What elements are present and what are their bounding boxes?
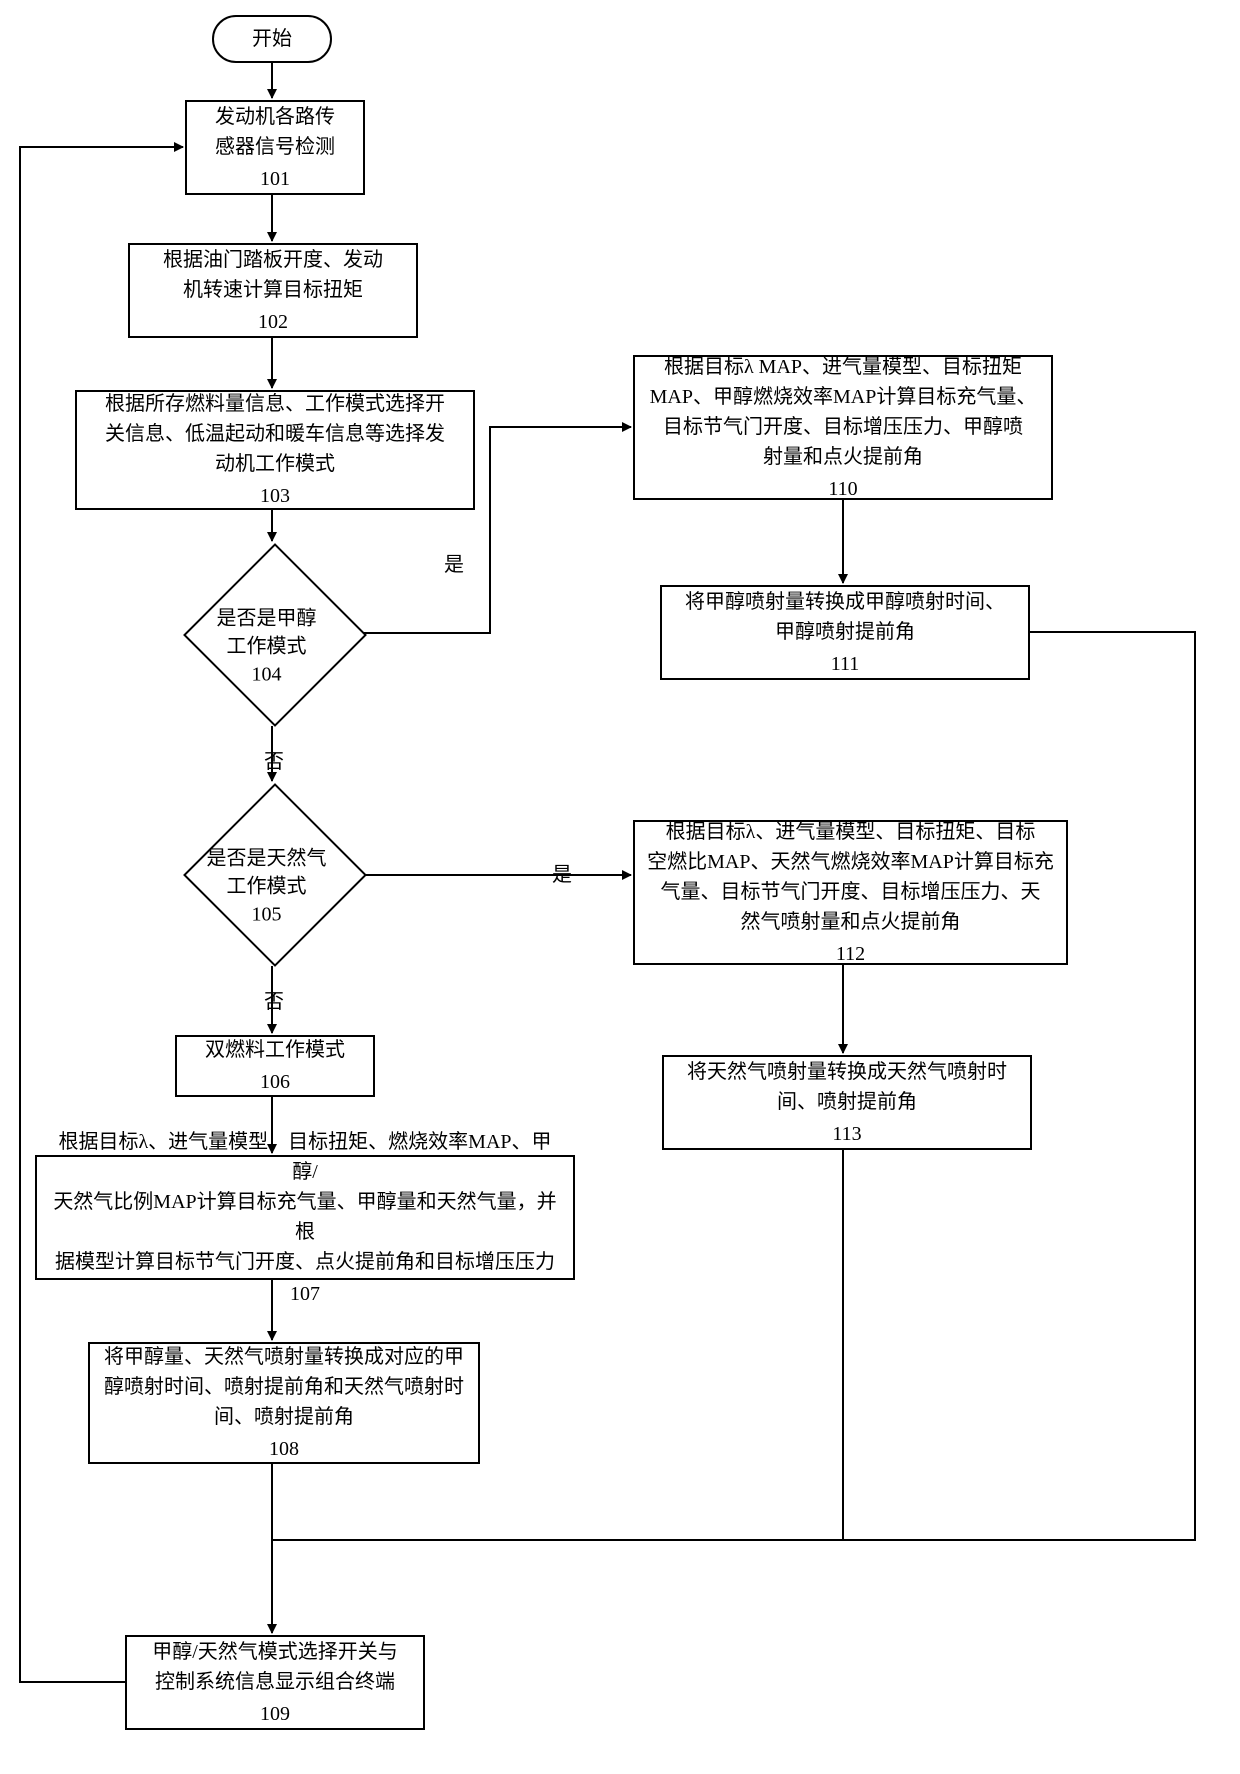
node-110: 根据目标λ MAP、进气量模型、目标扭矩 MAP、甲醇燃烧效率MAP计算目标充气… xyxy=(633,355,1053,500)
node-104-label: 是否是甲醇 工作模式 xyxy=(217,607,317,657)
node-105-label: 是否是天然气 工作模式 xyxy=(207,847,327,897)
node-112: 根据目标λ、进气量模型、目标扭矩、目标 空燃比MAP、天然气燃烧效率MAP计算目… xyxy=(633,820,1068,965)
node-107-id: 107 xyxy=(290,1279,320,1309)
node-109-id: 109 xyxy=(260,1699,290,1729)
edge-104-yes: 是 xyxy=(440,548,468,577)
node-106-label: 双燃料工作模式 xyxy=(205,1035,345,1065)
node-108-id: 108 xyxy=(269,1434,299,1464)
node-104: 是否是甲醇 工作模式 104 xyxy=(183,543,367,727)
node-111-label: 将甲醇喷射量转换成甲醇喷射时间、 甲醇喷射提前角 xyxy=(685,587,1005,647)
node-102-label: 根据油门踏板开度、发动 机转速计算目标扭矩 xyxy=(163,245,383,305)
node-101-label: 发动机各路传 感器信号检测 xyxy=(215,102,335,162)
node-112-id: 112 xyxy=(836,939,865,969)
node-108-label: 将甲醇量、天然气喷射量转换成对应的甲 醇喷射时间、喷射提前角和天然气喷射时 间、… xyxy=(104,1342,464,1432)
edge-105-yes: 是 xyxy=(548,858,576,887)
node-103-id: 103 xyxy=(260,481,290,511)
node-101-id: 101 xyxy=(260,164,290,194)
node-110-label: 根据目标λ MAP、进气量模型、目标扭矩 MAP、甲醇燃烧效率MAP计算目标充气… xyxy=(650,352,1037,472)
node-107-label: 根据目标λ、进气量模型、目标扭矩、燃烧效率MAP、甲醇/ 天然气比例MAP计算目… xyxy=(49,1127,561,1277)
node-102: 根据油门踏板开度、发动 机转速计算目标扭矩 102 xyxy=(128,243,418,338)
node-113: 将天然气喷射量转换成天然气喷射时 间、喷射提前角 113 xyxy=(662,1055,1032,1150)
node-102-id: 102 xyxy=(258,307,288,337)
node-109-label: 甲醇/天然气模式选择开关与 控制系统信息显示组合终端 xyxy=(152,1637,398,1697)
node-111-id: 111 xyxy=(831,649,860,679)
node-109: 甲醇/天然气模式选择开关与 控制系统信息显示组合终端 109 xyxy=(125,1635,425,1730)
node-111: 将甲醇喷射量转换成甲醇喷射时间、 甲醇喷射提前角 111 xyxy=(660,585,1030,680)
node-104-id: 104 xyxy=(252,663,282,685)
node-110-id: 110 xyxy=(828,474,857,504)
start-label: 开始 xyxy=(252,24,292,54)
node-108: 将甲醇量、天然气喷射量转换成对应的甲 醇喷射时间、喷射提前角和天然气喷射时 间、… xyxy=(88,1342,480,1464)
start-node: 开始 xyxy=(212,15,332,63)
node-101: 发动机各路传 感器信号检测 101 xyxy=(185,100,365,195)
node-113-label: 将天然气喷射量转换成天然气喷射时 间、喷射提前角 xyxy=(687,1057,1007,1117)
node-113-id: 113 xyxy=(832,1119,861,1149)
node-106: 双燃料工作模式 106 xyxy=(175,1035,375,1097)
node-107: 根据目标λ、进气量模型、目标扭矩、燃烧效率MAP、甲醇/ 天然气比例MAP计算目… xyxy=(35,1155,575,1280)
node-105: 是否是天然气 工作模式 105 xyxy=(183,783,367,967)
node-103: 根据所存燃料量信息、工作模式选择开 关信息、低温起动和暖车信息等选择发 动机工作… xyxy=(75,390,475,510)
node-112-label: 根据目标λ、进气量模型、目标扭矩、目标 空燃比MAP、天然气燃烧效率MAP计算目… xyxy=(647,817,1054,937)
node-103-label: 根据所存燃料量信息、工作模式选择开 关信息、低温起动和暖车信息等选择发 动机工作… xyxy=(105,389,445,479)
node-106-id: 106 xyxy=(260,1067,290,1097)
node-105-id: 105 xyxy=(252,903,282,925)
edge-105-no: 否 xyxy=(260,985,288,1014)
edge-104-no: 否 xyxy=(260,745,288,774)
